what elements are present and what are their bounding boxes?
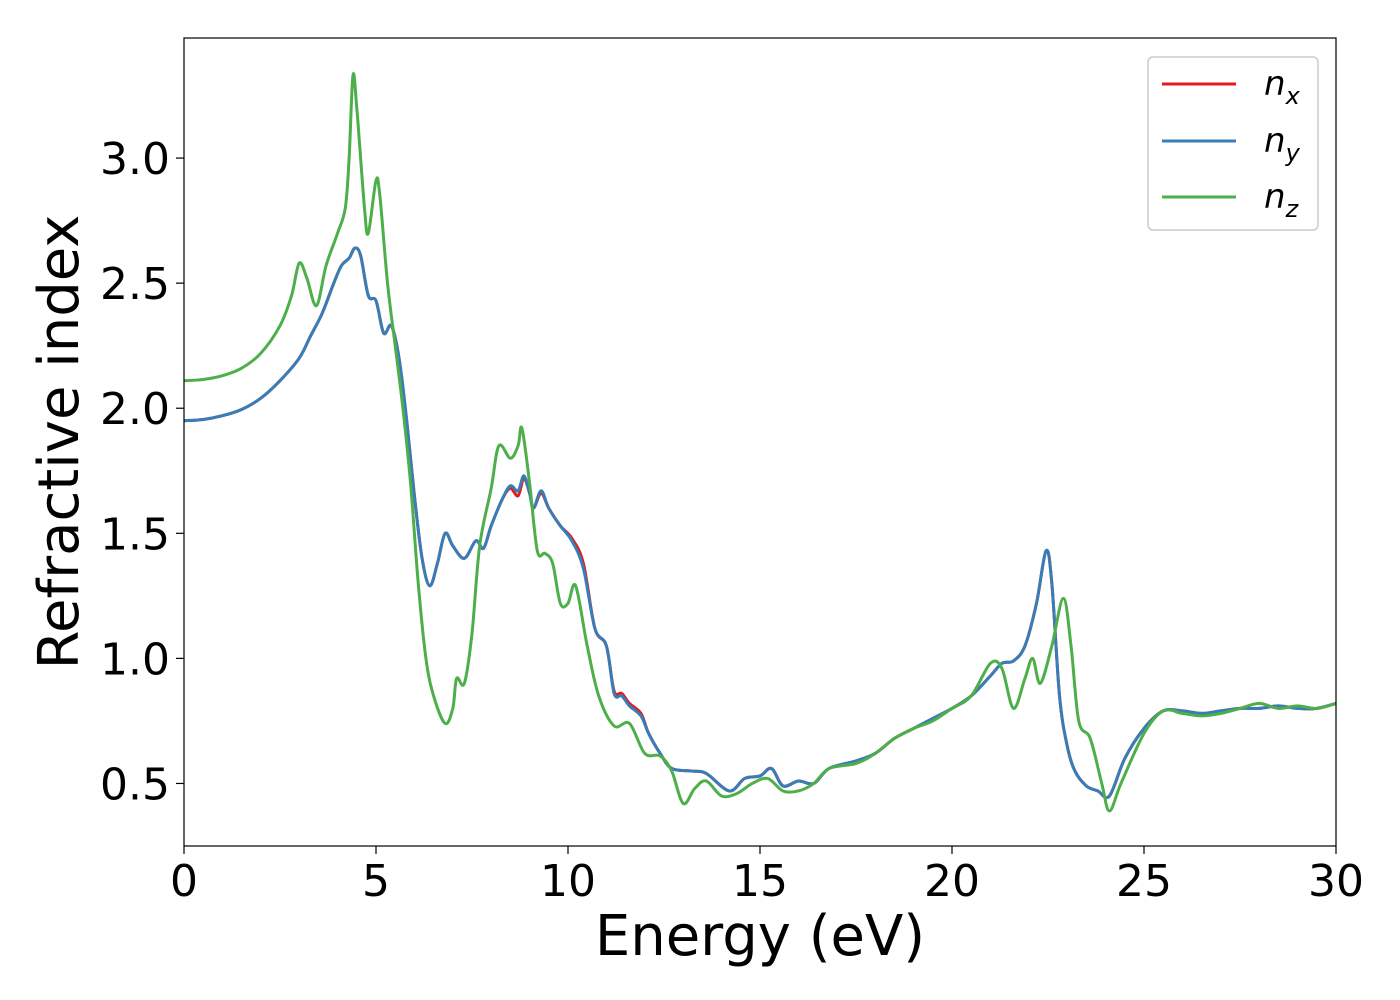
legend-label-x: nx [1264, 64, 1301, 110]
series-line-x [184, 246, 1336, 800]
series-line-y [184, 246, 1336, 800]
x-tick-label: 30 [1308, 856, 1364, 907]
y-tick-label: 0.5 [100, 759, 170, 810]
y-axis-ticks: 0.5 1.0 1.5 2.0 2.5 3.0 [100, 134, 184, 810]
x-tick-label: 25 [1116, 856, 1172, 907]
y-tick-label: 2.0 [100, 384, 170, 435]
x-tick-label: 15 [732, 856, 788, 907]
y-tick-label: 2.5 [100, 259, 170, 310]
legend-box [1147, 56, 1319, 231]
y-tick-label: 1.5 [100, 509, 170, 560]
x-axis-label: Energy (eV) [595, 904, 925, 969]
y-axis-label: Refractive index [27, 215, 92, 670]
series-line-z [184, 72, 1336, 813]
legend: nx ny nz [1147, 56, 1319, 231]
y-tick-label: 3.0 [100, 134, 170, 185]
x-tick-label: 5 [362, 856, 390, 907]
y-tick-label: 1.0 [100, 634, 170, 685]
x-tick-label: 20 [924, 856, 980, 907]
legend-label-z: nz [1264, 177, 1300, 223]
legend-label-y: ny [1264, 121, 1301, 167]
x-tick-label: 0 [170, 856, 198, 907]
x-tick-label: 10 [540, 856, 596, 907]
series-layer [184, 72, 1336, 813]
x-axis-ticks: 0 5 10 15 20 25 30 [170, 846, 1364, 907]
